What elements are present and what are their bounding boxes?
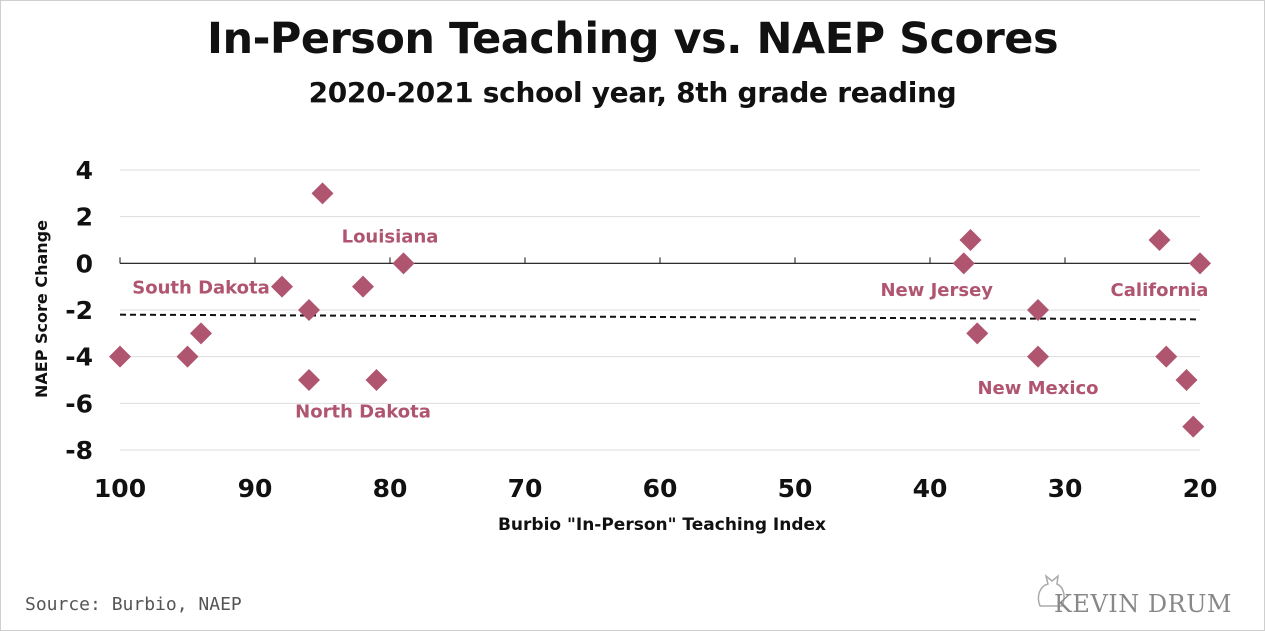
y-tick-label: 4	[76, 156, 93, 185]
data-point	[1182, 415, 1205, 438]
x-tick-label: 60	[643, 474, 678, 503]
annotation-labels: South Dakota Louisiana North Dakota New Jer…	[132, 226, 1208, 422]
data-point	[1027, 345, 1049, 368]
source-note: Source: Burbio, NAEP	[25, 594, 242, 615]
x-tick-label: 80	[373, 474, 408, 503]
data-point	[959, 229, 982, 251]
x-tick-labels: 100 90 80 70 60 50 40 30 20	[94, 474, 1217, 503]
y-tick-label: 2	[76, 203, 93, 232]
trend-line	[119, 313, 1201, 321]
cat-logo-icon	[1037, 573, 1065, 607]
data-point	[176, 345, 199, 368]
grid-lines	[119, 169, 1201, 451]
data-point	[1175, 369, 1198, 391]
kevin-drum-logo: KEVIN DRUM	[1030, 570, 1233, 620]
data-point	[1027, 299, 1049, 321]
data-point	[109, 345, 131, 368]
y-tick-label: -4	[65, 343, 93, 372]
annotation-label: Louisiana	[342, 226, 439, 247]
annotation-label: New Jersey	[880, 280, 993, 301]
data-point	[952, 252, 975, 275]
data-point	[298, 299, 320, 321]
data-point	[1148, 229, 1171, 251]
data-point	[966, 322, 989, 345]
x-axis-label: Burbio "In-Person" Teaching Index	[498, 515, 826, 535]
x-tick-label: 90	[238, 474, 273, 503]
y-tick-label: -2	[65, 296, 93, 325]
x-tick-label: 50	[778, 474, 813, 503]
x-tick-label: 70	[508, 474, 543, 503]
y-axis-label: NAEP Score Change	[32, 220, 51, 398]
y-tick-label: 0	[76, 249, 93, 278]
data-point	[1155, 345, 1178, 368]
x-tick-label: 100	[94, 474, 146, 503]
x-tick-label: 40	[913, 474, 948, 503]
annotation-label: South Dakota	[132, 278, 270, 299]
y-tick-label: -8	[65, 436, 93, 465]
data-point	[190, 322, 212, 345]
x-tick-label: 30	[1048, 474, 1083, 503]
trend-line-group	[119, 313, 1201, 321]
chart-title: In-Person Teaching vs. NAEP Scores	[206, 14, 1059, 64]
annotation-label: California	[1111, 280, 1209, 301]
y-tick-label: -6	[65, 389, 93, 418]
annotation-label: North Dakota	[295, 401, 431, 422]
data-point	[352, 275, 374, 298]
data-point	[1189, 252, 1211, 275]
x-tick-label: 20	[1183, 474, 1218, 503]
data-point	[365, 369, 388, 391]
data-point	[311, 182, 334, 205]
data-point	[392, 252, 415, 275]
logo-text: KEVIN DRUM	[1054, 590, 1233, 618]
data-point	[298, 369, 320, 391]
data-points	[109, 182, 1211, 438]
chart-subtitle: 2020-2021 school year, 8th grade reading	[308, 76, 957, 109]
annotation-label: New Mexico	[977, 378, 1098, 399]
y-tick-labels: 4 2 0 -2 -4 -6 -8	[65, 156, 93, 465]
data-point	[271, 275, 293, 298]
